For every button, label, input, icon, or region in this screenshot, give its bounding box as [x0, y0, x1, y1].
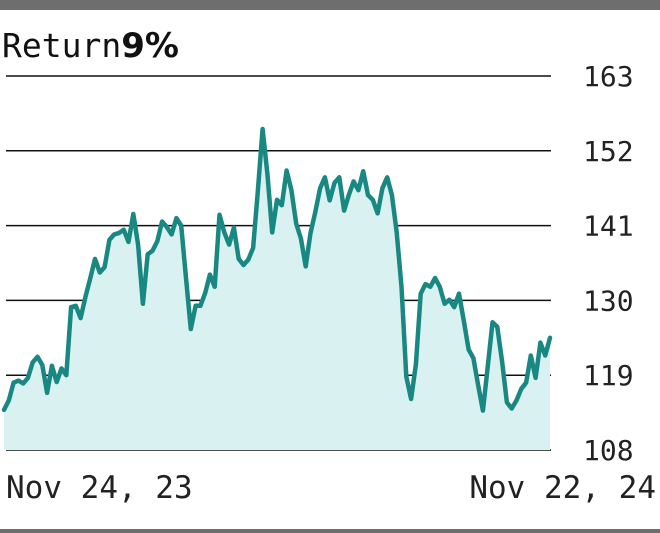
- y-tick-label-119: 119: [583, 359, 634, 392]
- y-tick-labels: 108 119 130 141 152 163: [583, 60, 634, 467]
- top-frame-bar: [0, 0, 660, 10]
- y-tick-label-108: 108: [583, 434, 634, 467]
- x-tick-label-end: Nov 22, 24: [469, 470, 656, 506]
- y-tick-label-130: 130: [583, 284, 634, 317]
- title-label: Return: [2, 26, 122, 65]
- return-area-fill: [4, 129, 550, 450]
- x-tick-labels: Nov 24, 23 Nov 22, 24: [6, 470, 656, 506]
- bottom-frame-bar: [0, 529, 660, 533]
- chart-title: Return 9%: [2, 26, 179, 70]
- y-tick-label-163: 163: [583, 60, 634, 93]
- x-tick-label-start: Nov 24, 23: [6, 470, 193, 506]
- y-tick-label-152: 152: [583, 135, 634, 168]
- title-value: 9%: [121, 26, 179, 66]
- y-tick-label-141: 141: [583, 210, 634, 243]
- return-series-line: [1, 126, 553, 413]
